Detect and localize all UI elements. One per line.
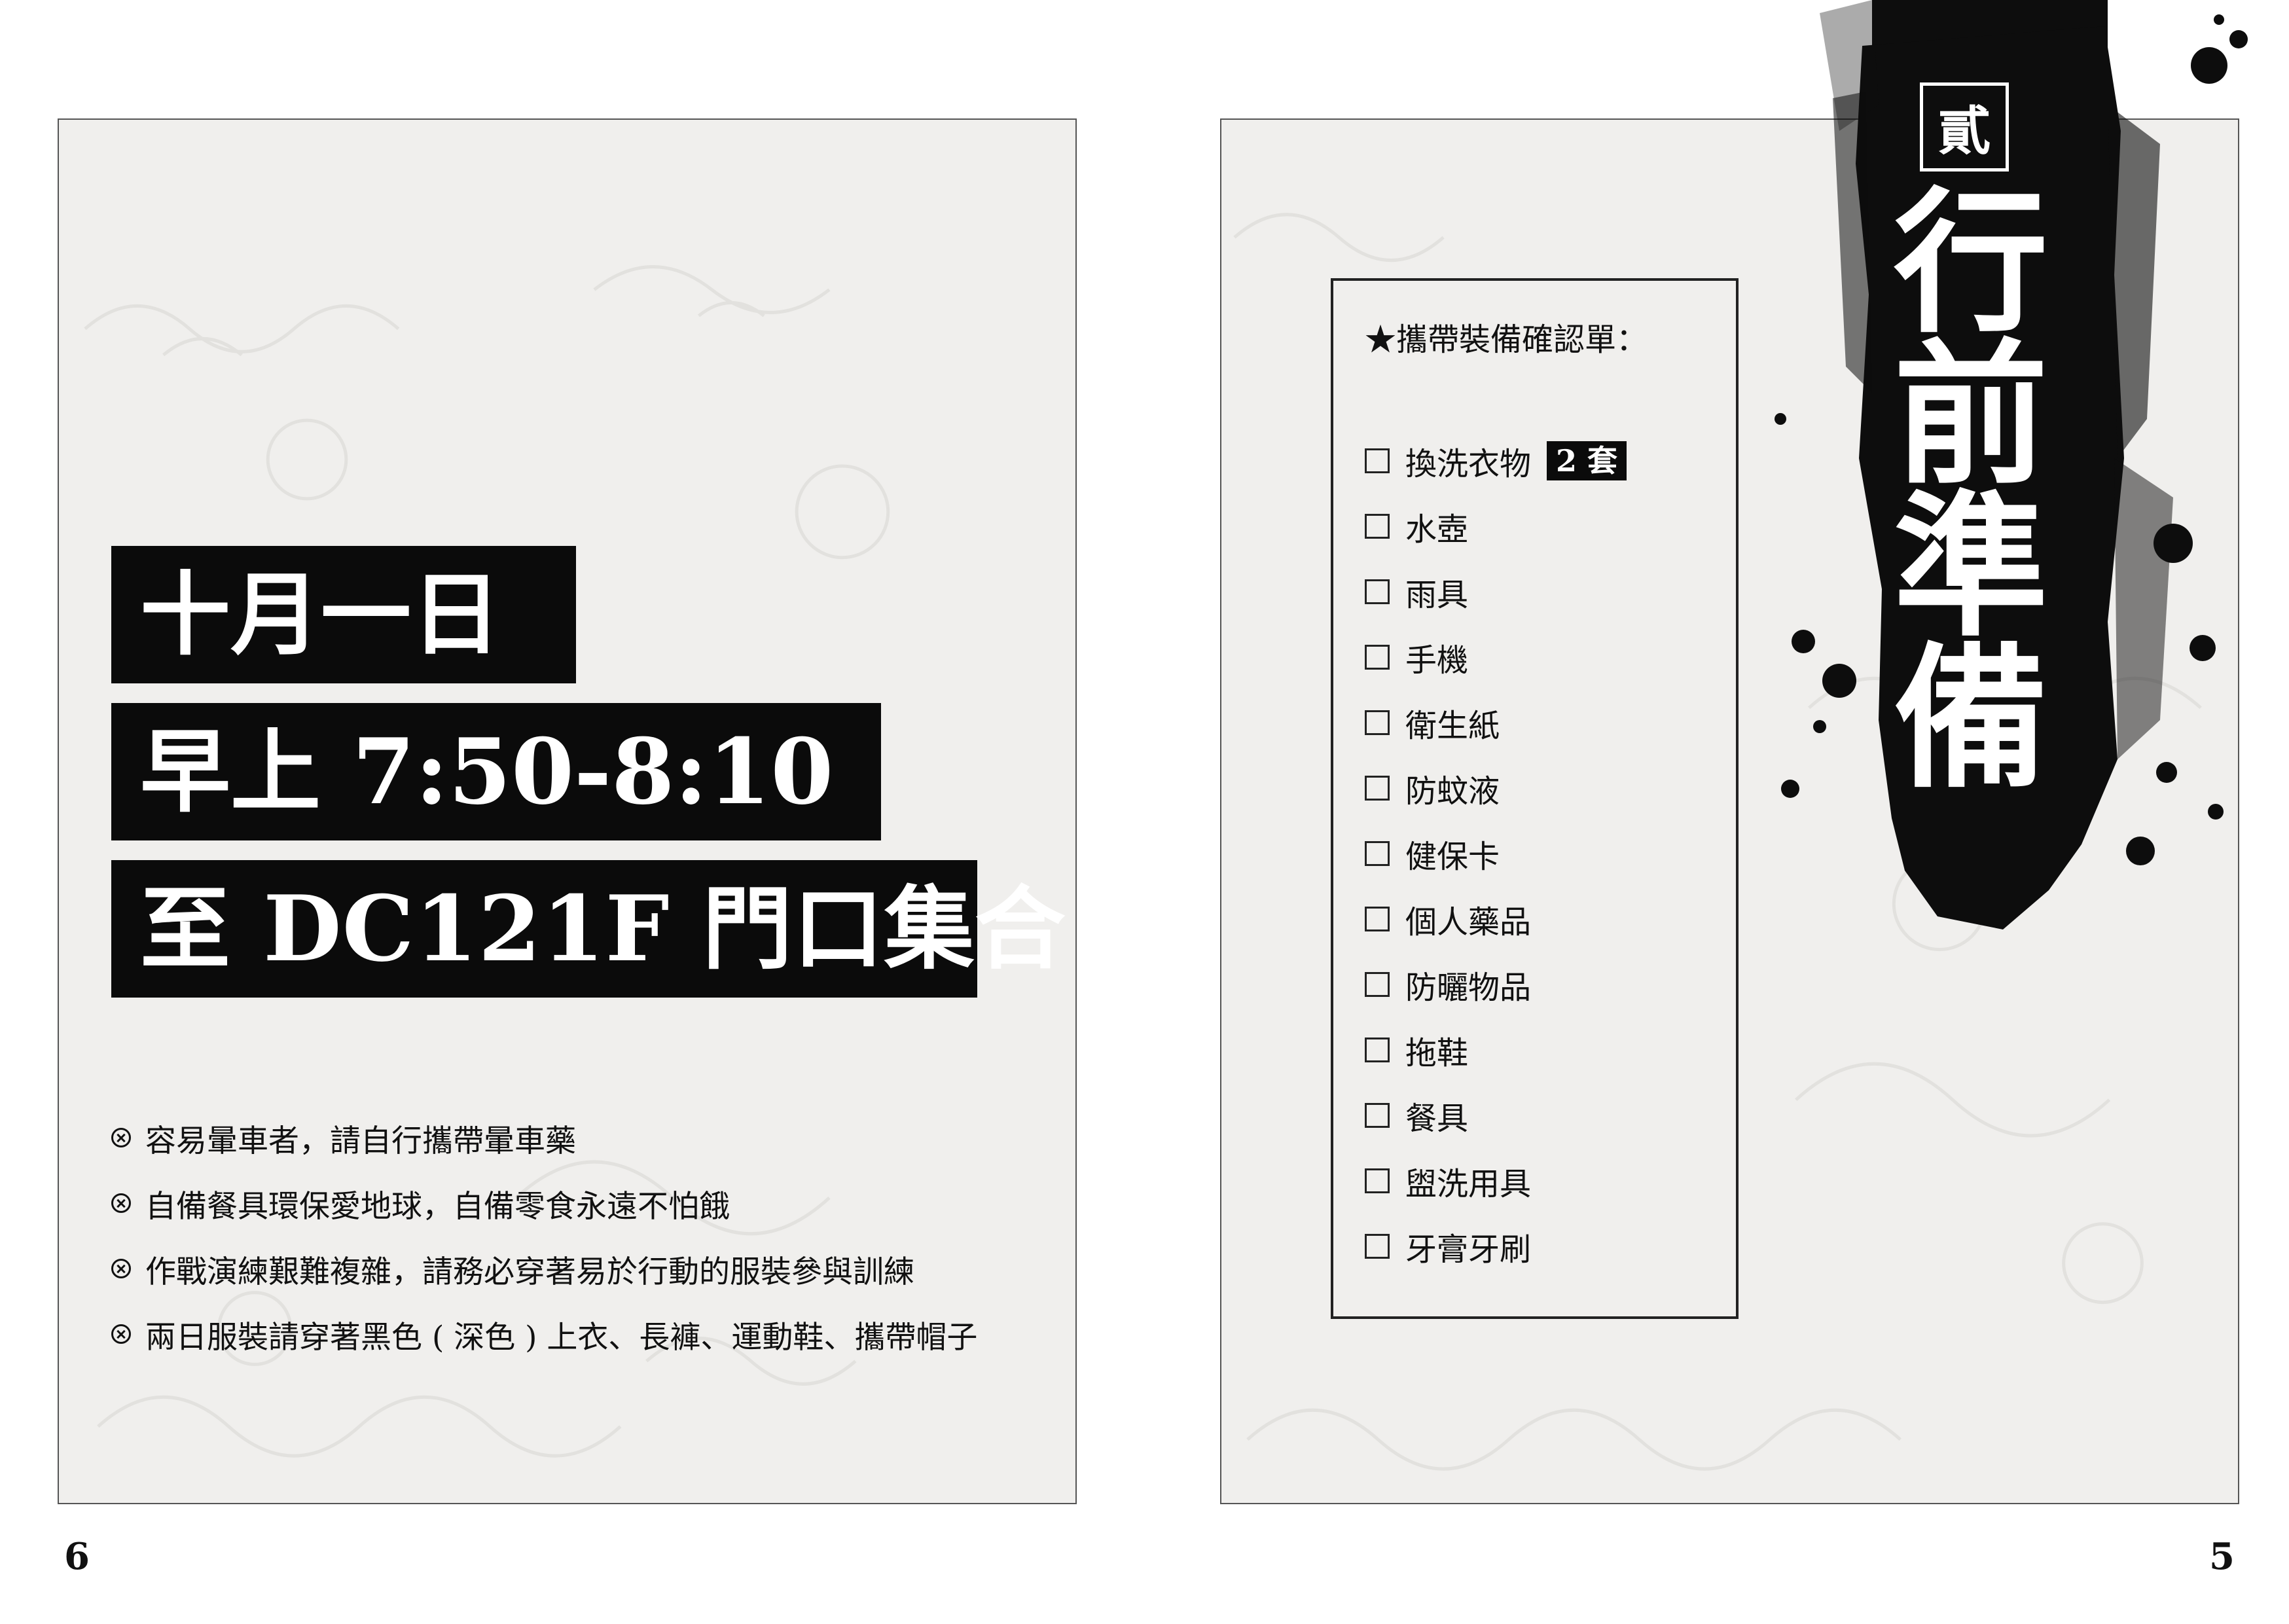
checklist-title: ★攜帶裝備確認單： — [1365, 321, 1648, 358]
checklist-item-label: 拖鞋 — [1405, 1035, 1469, 1072]
checklist-item[interactable]: 拖鞋 — [1365, 1017, 1627, 1083]
checklist-item-label: 雨具 — [1405, 577, 1469, 613]
notes-list: 容易暈車者，請自行攜帶暈車藥 自備餐具環保愛地球，自備零食永遠不怕餓 作戰演練艱… — [111, 1105, 977, 1367]
checkbox[interactable] — [1365, 776, 1390, 801]
note-item: 自備餐具環保愛地球，自備零食永遠不怕餓 — [111, 1170, 977, 1236]
note-item: 作戰演練艱難複雜，請務必穿著易於行動的服裝參與訓練 — [111, 1236, 977, 1301]
checklist-item-label: 盥洗用具 — [1405, 1166, 1532, 1202]
checkbox[interactable] — [1365, 710, 1390, 735]
checkbox[interactable] — [1365, 1038, 1390, 1062]
time-banner: 早上 7:50-8:10 — [111, 703, 881, 840]
checklist-items: 換洗衣物 2 套 水壺 雨具 手機 衛生紙 防蚊液 — [1365, 428, 1627, 1279]
checklist-item[interactable]: 牙膏牙刷 — [1365, 1214, 1627, 1279]
note-item: 容易暈車者，請自行攜帶暈車藥 — [111, 1105, 977, 1170]
checklist-item-label: 牙膏牙刷 — [1405, 1231, 1532, 1268]
checklist-item[interactable]: 水壺 — [1365, 494, 1627, 559]
checkbox[interactable] — [1365, 841, 1390, 866]
checklist-item-label: 換洗衣物 — [1405, 446, 1532, 482]
circle-x-icon — [111, 1259, 131, 1278]
checklist-item[interactable]: 衛生紙 — [1365, 690, 1627, 755]
chapter-number-badge: 貳 — [1920, 82, 2009, 171]
checkbox[interactable] — [1365, 1168, 1390, 1193]
checklist-item-label: 餐具 — [1405, 1100, 1469, 1137]
circle-x-icon — [111, 1128, 131, 1147]
checklist-item[interactable]: 個人藥品 — [1365, 886, 1627, 952]
circle-x-icon — [111, 1193, 131, 1213]
checkbox[interactable] — [1365, 1234, 1390, 1259]
checklist-item[interactable]: 健保卡 — [1365, 821, 1627, 886]
chapter-title: 行前準備 — [1894, 171, 2049, 809]
quantity-badge: 2 套 — [1547, 441, 1627, 480]
checkbox[interactable] — [1365, 645, 1390, 670]
meeting-place-banner: 至 DC121F 門口集合 — [111, 860, 1066, 998]
ink-brush-stroke — [1775, 0, 2248, 929]
checkbox[interactable] — [1365, 514, 1390, 539]
circle-x-icon — [111, 1324, 131, 1344]
checklist-item-label: 衛生紙 — [1405, 708, 1500, 744]
checklist-item-label: 手機 — [1405, 642, 1469, 679]
checklist-item[interactable]: 手機 — [1365, 624, 1627, 690]
page-number-right: 5 — [2209, 1535, 2235, 1578]
note-text: 兩日服裝請穿著黑色 ( 深色 ) 上衣、長褲、運動鞋、攜帶帽子 — [145, 1319, 978, 1356]
note-text: 作戰演練艱難複雜，請務必穿著易於行動的服裝參與訓練 — [145, 1254, 914, 1290]
checklist-item-label: 健保卡 — [1405, 839, 1500, 875]
checkbox[interactable] — [1365, 972, 1390, 997]
checklist-item[interactable]: 換洗衣物 2 套 — [1365, 428, 1627, 494]
checklist-item-label: 個人藥品 — [1405, 904, 1532, 941]
left-page-panel: 十月一日 早上 7:50-8:10 至 DC121F 門口集合 容易暈車者，請自… — [58, 118, 1077, 1504]
note-text: 容易暈車者，請自行攜帶暈車藥 — [145, 1123, 576, 1159]
page-number-left: 6 — [64, 1535, 90, 1578]
checklist-item-label: 防蚊液 — [1405, 773, 1500, 810]
note-item: 兩日服裝請穿著黑色 ( 深色 ) 上衣、長褲、運動鞋、攜帶帽子 — [111, 1301, 977, 1367]
checkbox[interactable] — [1365, 907, 1390, 931]
checklist-item[interactable]: 防曬物品 — [1365, 952, 1627, 1017]
date-banner: 十月一日 — [111, 546, 576, 683]
checklist-item[interactable]: 雨具 — [1365, 559, 1627, 624]
checklist-item[interactable]: 餐具 — [1365, 1083, 1627, 1148]
note-text: 自備餐具環保愛地球，自備零食永遠不怕餓 — [145, 1188, 730, 1225]
checkbox[interactable] — [1365, 579, 1390, 604]
checklist-item[interactable]: 防蚊液 — [1365, 755, 1627, 821]
checkbox[interactable] — [1365, 448, 1390, 473]
equipment-checklist: ★攜帶裝備確認單： 換洗衣物 2 套 水壺 雨具 手機 衛生紙 — [1331, 278, 1739, 1319]
checklist-item-label: 防曬物品 — [1405, 969, 1532, 1006]
checklist-item-label: 水壺 — [1405, 511, 1469, 548]
checklist-item[interactable]: 盥洗用具 — [1365, 1148, 1627, 1214]
checkbox[interactable] — [1365, 1103, 1390, 1128]
